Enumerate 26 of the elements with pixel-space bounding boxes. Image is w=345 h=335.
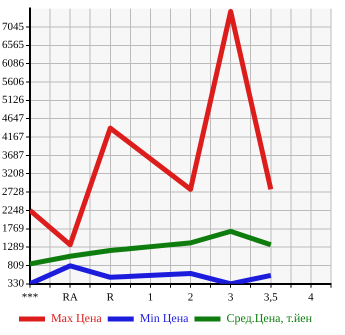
y-tick-label: 1289 [2,241,24,254]
y-tick-label: 4647 [2,112,24,125]
y-tick-label: 2248 [2,204,24,216]
y-tick-label: 3208 [2,168,24,180]
y-tick-label: 5126 [2,94,24,106]
legend-label: Сред.Цена, т.йен [226,311,313,326]
y-tick-label: 5606 [2,76,24,88]
y-tick-label: 2728 [2,186,24,198]
x-tick-label: 1 [148,291,154,304]
legend-label: Max Цена [50,311,102,326]
x-tick-label: 3 [228,291,234,304]
y-tick-label: 4167 [2,130,24,143]
y-tick-label: 330 [8,278,24,290]
x-tick-label: RA [62,291,78,304]
y-tick-label: 3687 [2,149,24,162]
x-tick-label: R [106,291,115,304]
y-tick-label: 6565 [2,39,24,52]
x-tick-label: 4 [308,291,314,304]
x-tick-label: 2 [188,291,194,304]
x-tick-label: 3,5 [264,291,278,304]
y-tick-label: 7045 [2,20,24,33]
x-tick-label: *** [22,291,38,304]
y-tick-label: 1769 [2,222,24,235]
y-tick-label: 6086 [2,58,24,70]
legend-label: Min Цена [140,311,190,326]
y-tick-label: 809 [8,259,24,272]
